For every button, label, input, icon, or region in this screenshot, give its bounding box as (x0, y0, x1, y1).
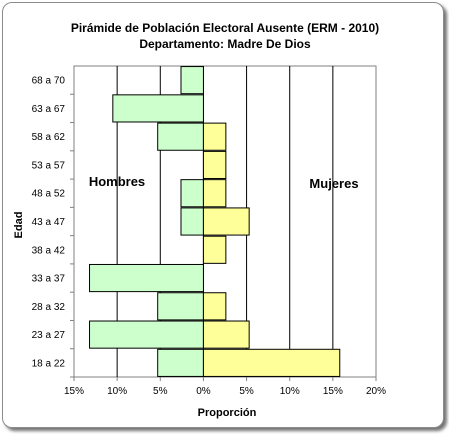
chart-subtitle: Departamento: Madre De Dios (139, 37, 311, 51)
bar-hombres-58-a-62 (157, 122, 204, 151)
y-tick-label-38-a-42: 38 a 42 (32, 245, 66, 256)
x-axis-title: Proporción (198, 407, 257, 419)
bar-hombres-68-a-70 (180, 66, 204, 95)
bar-mujeres-53-a-57 (202, 150, 227, 180)
x-tick-label-5: 10% (280, 386, 300, 397)
x-tick-label-4: 5% (239, 386, 254, 397)
x-tick-label-0: 15% (64, 386, 84, 397)
x-tick-label-2: 5% (153, 386, 168, 397)
bar-hombres-28-a-32 (157, 292, 204, 321)
y-tick-label-48-a-52: 48 a 52 (32, 189, 66, 200)
bar-mujeres-43-a-47 (202, 207, 250, 236)
bar-mujeres-58-a-62 (202, 122, 227, 151)
y-tick-label-63-a-67: 63 a 67 (32, 104, 66, 115)
population-pyramid-chart: Pirámide de Población Electoral Ausente … (13, 21, 386, 419)
bars (89, 66, 341, 377)
y-tick-label-18-a-22: 18 a 22 (32, 358, 66, 369)
chart-title: Pirámide de Población Electoral Ausente … (71, 21, 379, 35)
bar-mujeres-38-a-42 (202, 235, 227, 264)
annotation-hombres: Hombres (89, 174, 145, 189)
bar-hombres-18-a-22 (157, 348, 204, 377)
bar-mujeres-28-a-32 (202, 292, 227, 321)
y-tick-label-43-a-47: 43 a 47 (32, 217, 66, 228)
bar-hombres-23-a-27 (89, 320, 204, 349)
x-tick-label-1: 10% (107, 386, 127, 397)
y-tick-label-53-a-57: 53 a 57 (32, 160, 66, 171)
chart-frame: Pirámide de Población Electoral Ausente … (2, 2, 444, 428)
bar-hombres-33-a-37 (89, 263, 204, 293)
bar-hombres-43-a-47 (180, 207, 204, 236)
y-tick-label-58-a-62: 58 a 62 (32, 132, 66, 143)
bar-hombres-48-a-52 (180, 179, 204, 208)
x-axis-ticks: 15% 10% 5% 0% 5% 10% 15% 20% (64, 377, 386, 397)
y-tick-label-28-a-32: 28 a 32 (32, 302, 66, 313)
x-tick-label-6: 15% (323, 386, 343, 397)
y-axis-title: Edad (13, 212, 25, 239)
bar-hombres-63-a-67 (112, 94, 204, 123)
y-tick-label-68-a-70: 68 a 70 (32, 76, 66, 87)
bar-mujeres-23-a-27 (202, 320, 250, 349)
y-tick-label-23-a-27: 23 a 27 (32, 330, 66, 341)
y-tick-label-33-a-37: 33 a 37 (32, 274, 66, 285)
x-tick-label-7: 20% (366, 386, 386, 397)
y-axis-ticks: 68 a 70 63 a 67 58 a 62 53 a 57 48 a 52 43 a … (32, 76, 74, 378)
x-tick-label-3: 0% (196, 386, 211, 397)
bar-mujeres-48-a-52 (202, 179, 227, 208)
annotation-mujeres: Mujeres (309, 176, 358, 191)
bar-mujeres-18-a-22 (202, 348, 341, 377)
